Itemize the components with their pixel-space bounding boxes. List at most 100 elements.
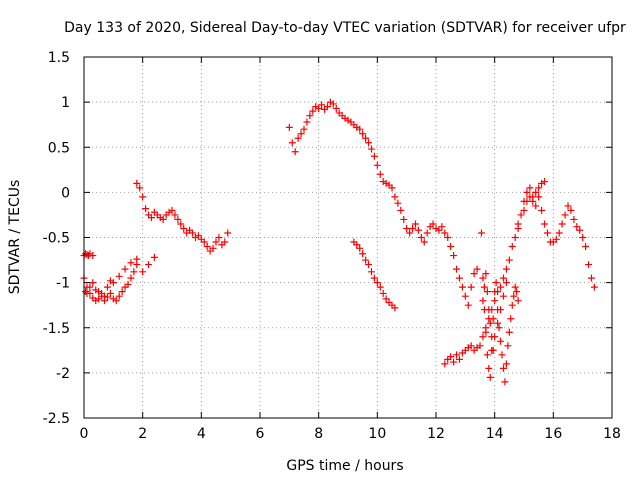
data-point: [491, 297, 499, 305]
data-point: [585, 261, 593, 269]
data-point: [145, 261, 153, 269]
data-point: [523, 197, 531, 205]
data-point: [359, 130, 367, 138]
series-arc-11: [520, 178, 549, 214]
y-tick-label: -2.5: [43, 411, 70, 427]
data-point: [479, 274, 487, 282]
data-point: [464, 301, 472, 309]
data-point: [127, 259, 135, 267]
data-point: [429, 220, 437, 228]
data-point: [502, 265, 510, 273]
data-point: [576, 226, 584, 234]
data-point: [291, 148, 299, 156]
data-point: [83, 251, 91, 259]
data-point: [538, 206, 546, 214]
data-point: [495, 324, 503, 332]
data-point: [379, 289, 387, 297]
data-point: [455, 355, 463, 363]
data-point: [477, 229, 485, 237]
data-point: [365, 139, 373, 147]
data-point: [139, 268, 147, 276]
data-point: [81, 288, 89, 296]
data-point: [98, 292, 106, 300]
data-point: [139, 193, 147, 201]
x-tick-label: 16: [544, 426, 562, 442]
data-point: [552, 235, 560, 243]
data-point: [573, 223, 581, 231]
data-point: [541, 220, 549, 228]
data-point: [486, 319, 494, 327]
data-point: [447, 353, 455, 361]
data-point: [394, 199, 402, 207]
data-point: [526, 184, 534, 192]
y-tick-label: 0: [61, 185, 70, 201]
data-point: [180, 224, 188, 232]
data-point: [376, 170, 384, 178]
data-point: [499, 292, 507, 300]
data-point: [499, 274, 507, 282]
data-point: [507, 315, 515, 323]
data-point: [558, 220, 566, 228]
data-point: [112, 297, 120, 305]
data-point: [177, 220, 185, 228]
data-point: [529, 193, 537, 201]
series-arc-5: [285, 98, 481, 309]
data-point: [285, 123, 293, 131]
data-point: [541, 178, 549, 186]
x-tick-label: 2: [138, 426, 147, 442]
data-point: [103, 293, 111, 301]
data-point: [189, 229, 197, 237]
data-point: [382, 295, 390, 303]
data-point: [444, 234, 452, 241]
data-point: [491, 333, 499, 341]
data-point: [365, 261, 373, 269]
data-point: [391, 304, 399, 312]
data-point: [118, 288, 126, 296]
data-point: [489, 315, 497, 323]
data-point: [297, 130, 305, 138]
data-point: [450, 358, 458, 366]
data-point: [438, 223, 446, 231]
data-point: [212, 238, 220, 246]
data-point: [423, 229, 431, 237]
y-tick-labels: -2.5 -2 -1.5 -1 -0.5 0 0.5 1 1.5: [43, 50, 70, 427]
axis-ticks: [83, 56, 613, 419]
data-point: [323, 103, 331, 111]
data-point: [491, 288, 499, 296]
series-arc-6: [350, 238, 399, 312]
data-point: [403, 224, 411, 232]
data-point: [115, 272, 123, 280]
data-point: [142, 205, 150, 213]
y-tick-label: -1: [56, 276, 70, 292]
data-point: [498, 351, 506, 359]
data-point: [461, 292, 469, 300]
data-point: [508, 243, 516, 251]
data-point: [103, 283, 111, 291]
data-point: [479, 297, 487, 305]
data-point: [514, 220, 522, 228]
data-point: [502, 360, 510, 368]
data-point: [388, 184, 396, 192]
data-point: [450, 252, 458, 260]
data-point: [353, 241, 361, 249]
data-point: [133, 179, 141, 187]
data-point: [359, 250, 367, 258]
data-point: [485, 306, 493, 314]
data-point: [373, 161, 381, 169]
data-point: [489, 346, 497, 354]
data-point: [473, 265, 481, 273]
data-point: [501, 378, 509, 386]
data-point: [579, 234, 587, 241]
data-point: [356, 244, 364, 252]
data-point: [356, 125, 364, 133]
data-point: [133, 261, 141, 269]
data-point: [486, 373, 494, 381]
data-point: [455, 274, 463, 282]
data-point: [306, 112, 314, 120]
data-point: [497, 337, 505, 345]
data-point: [115, 292, 123, 300]
data-point: [397, 206, 405, 214]
data-point: [303, 118, 311, 126]
data-point: [130, 268, 138, 276]
